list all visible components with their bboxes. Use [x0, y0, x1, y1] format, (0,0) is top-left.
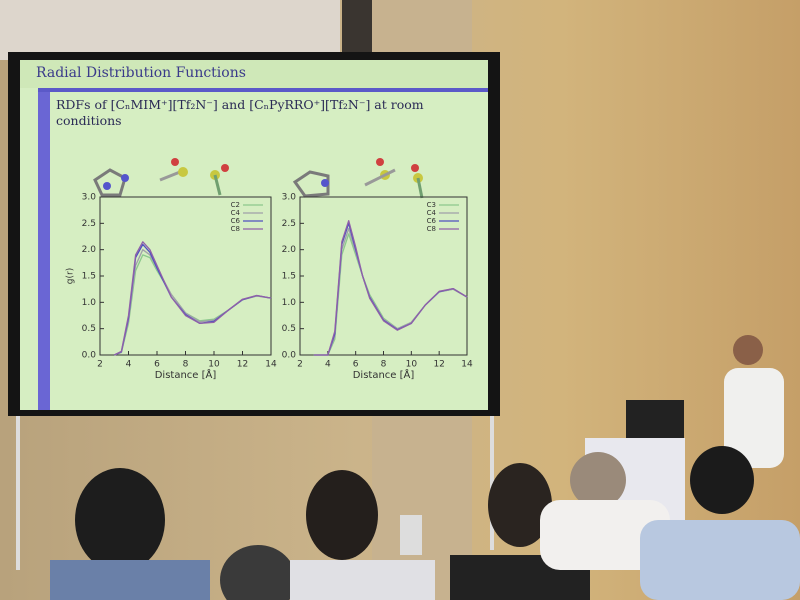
y-tick-label: 2.0 [82, 245, 97, 255]
y-tick-label: 3.0 [282, 193, 297, 203]
rdf-line [113, 241, 272, 356]
y-tick-label: 2.5 [82, 219, 96, 229]
y-tick-label: 1.0 [82, 298, 97, 308]
side-bar [38, 92, 50, 410]
x-tick-label: 14 [265, 360, 277, 370]
y-tick-label: 0.5 [82, 324, 96, 334]
legend-label: C6 [427, 217, 437, 225]
molecule-right [292, 158, 424, 199]
x-axis-label: Distance [Å] [353, 368, 415, 381]
y-tick-label: 1.0 [282, 298, 297, 308]
slide [20, 60, 488, 410]
y-tick-label: 1.5 [82, 272, 96, 282]
x-tick-label: 12 [433, 360, 444, 370]
x-tick-label: 6 [353, 360, 359, 370]
slide-title-bar [20, 60, 488, 88]
slide-subtitle: RDFs of [CₙMIM⁺][Tf₂N⁻] and [CₙPyRRO⁺][T… [56, 97, 424, 128]
legend-label: C2 [231, 201, 240, 209]
audience [50, 446, 800, 600]
slide-title: Radial Distribution Functions [36, 65, 246, 81]
screen-leg [16, 410, 20, 570]
x-tick-label: 8 [381, 360, 387, 370]
x-tick-label: 12 [237, 360, 248, 370]
legend-label: C8 [231, 225, 240, 233]
title-rule [38, 88, 488, 92]
speaker-head [733, 335, 763, 365]
legend-label: C8 [427, 225, 436, 233]
x-tick-label: 10 [208, 360, 220, 370]
pillar [342, 0, 372, 60]
x-tick-label: 10 [406, 360, 418, 370]
speaker-body [724, 368, 784, 468]
y-tick-label: 0.5 [282, 324, 296, 334]
x-tick-label: 2 [297, 360, 303, 370]
y-tick-label: 2.5 [282, 219, 296, 229]
x-tick-label: 8 [183, 360, 189, 370]
y-axis-label: g(r) [66, 268, 76, 284]
legend-label: C4 [231, 209, 241, 217]
x-tick-label: 14 [461, 360, 473, 370]
legend-label: C4 [427, 209, 437, 217]
x-tick-label: 6 [154, 360, 160, 370]
legend-label: C6 [231, 217, 241, 225]
y-tick-label: 2.0 [282, 245, 297, 255]
x-tick-label: 4 [325, 360, 331, 370]
molecule-left [93, 158, 229, 197]
laptop [626, 400, 684, 438]
y-tick-label: 0.0 [282, 351, 297, 361]
x-axis-label: Distance [Å] [155, 368, 217, 381]
legend-label: C3 [427, 201, 436, 209]
y-tick-label: 0.0 [82, 351, 97, 361]
y-tick-label: 1.5 [282, 272, 296, 282]
y-tick-label: 3.0 [82, 193, 97, 203]
x-tick-label: 4 [126, 360, 132, 370]
x-tick-label: 2 [97, 360, 103, 370]
screen-leg [490, 410, 494, 550]
rdf-line [313, 220, 468, 356]
ceiling [0, 0, 340, 60]
